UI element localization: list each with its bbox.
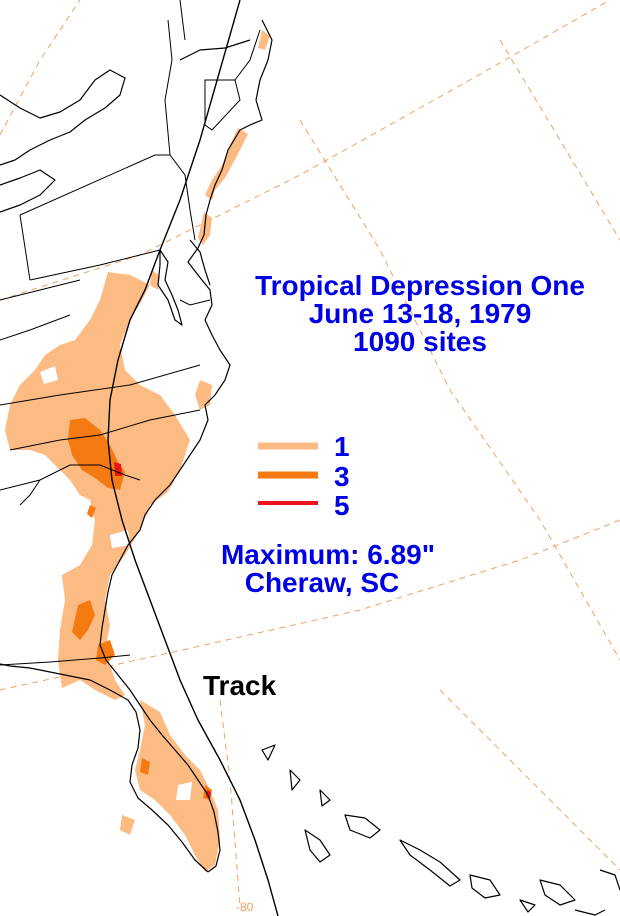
- title-line-2: June 13-18, 1979: [309, 298, 532, 329]
- coastline: [0, 19, 273, 873]
- storm-track-line: [107, 0, 279, 916]
- legend: 1 3 5: [258, 431, 350, 521]
- maximum-location: Cheraw, SC: [245, 567, 400, 598]
- state-borders: [0, 0, 261, 666]
- maximum-value: Maximum: 6.89": [221, 539, 435, 570]
- rainfall-1-inch-area: [5, 30, 270, 872]
- maximum-annotation: Maximum: 6.89" Cheraw, SC: [221, 539, 435, 598]
- caribbean-islands: [261, 744, 620, 916]
- track-label: Track: [203, 670, 277, 701]
- legend-label-3: 3: [334, 461, 350, 492]
- rainfall-holes: [40, 366, 192, 800]
- legend-label-5: 5: [334, 490, 350, 521]
- legend-label-1: 1: [334, 431, 350, 462]
- longitude-label: -80: [236, 900, 254, 914]
- title-line-1: Tropical Depression One: [255, 270, 585, 301]
- map-title: Tropical Depression One June 13-18, 1979…: [255, 270, 585, 357]
- title-line-3: 1090 sites: [353, 326, 487, 357]
